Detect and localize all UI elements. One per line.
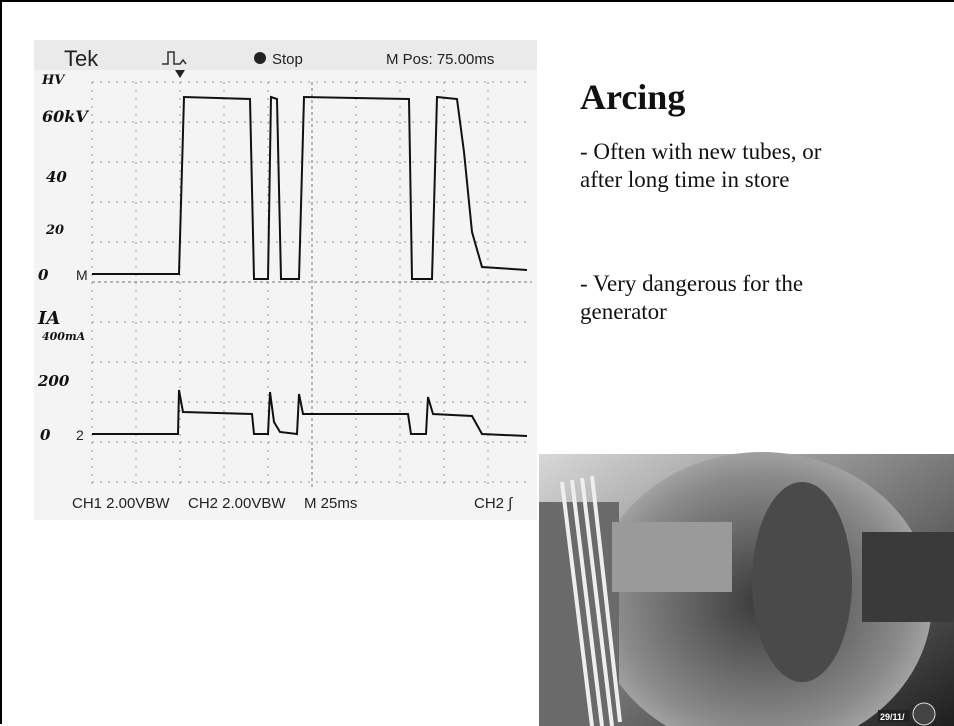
tube-photo: 29/11/	[539, 452, 954, 726]
stop-dot	[254, 52, 266, 64]
hv-label: HV	[41, 73, 66, 88]
current-trace	[92, 389, 528, 437]
photo-date: 29/11/	[880, 712, 905, 722]
hv-tick: 20	[45, 223, 64, 238]
trigger-icon	[162, 51, 187, 65]
ch1-marker: M	[76, 267, 88, 283]
scope-brand: Tek	[64, 46, 99, 71]
current-unit: 400mA	[42, 330, 86, 343]
scope-status: Stop	[272, 51, 303, 68]
current-tick: 0	[40, 426, 51, 444]
scope-footer: CH2 2.00VBW	[188, 495, 286, 512]
voltage-trace	[92, 95, 528, 280]
slide-title: Arcing	[580, 77, 686, 117]
scope-grid	[91, 81, 532, 487]
bullet: - Often with new tubes, or after long ti…	[580, 139, 822, 192]
scope-footer: CH2 ∫	[474, 495, 514, 512]
hv-tick: 60kV	[42, 107, 89, 126]
current-tick: 200	[37, 372, 70, 390]
trigger-marker	[175, 70, 185, 78]
ch2-marker: 2	[76, 427, 84, 443]
current-label: IA	[37, 308, 60, 329]
hv-tick: 0	[38, 266, 49, 284]
hv-tick: 40	[46, 168, 67, 186]
scope-footer: CH1 2.00VBW	[72, 495, 170, 512]
bullet: - Very dangerous for the generator	[580, 271, 804, 324]
scope-position: M Pos: 75.00ms	[386, 51, 494, 68]
scope-footer: M 25ms	[304, 495, 357, 512]
scope-image: Tek Stop M Pos: 75.00ms HV 60kV 40 20 0 …	[34, 40, 537, 520]
scope-header	[34, 40, 537, 70]
